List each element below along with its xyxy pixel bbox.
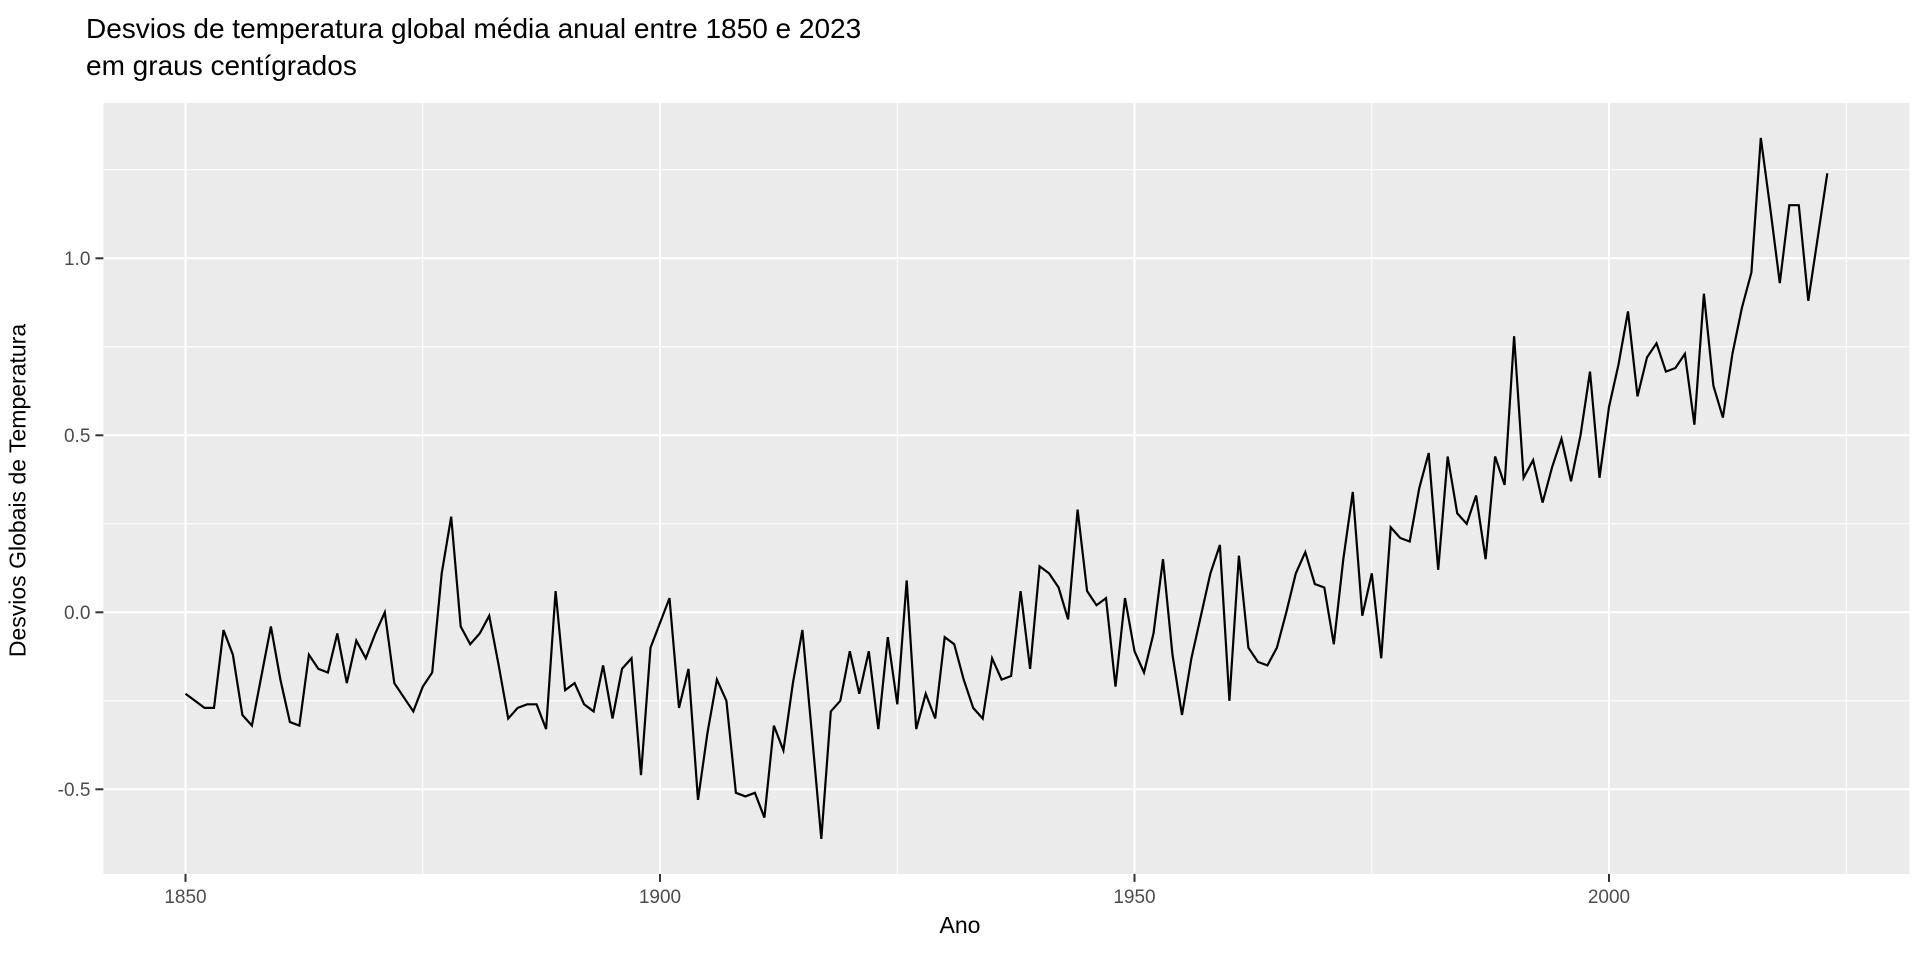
x-axis-title: Ano — [939, 912, 981, 938]
y-tick-label: -0.5 — [58, 780, 91, 801]
y-tick-label: 0.0 — [64, 603, 90, 624]
plot-title-line1: Desvios de temperatura global média anua… — [86, 13, 862, 44]
x-tick-label: 1850 — [164, 887, 206, 908]
x-tick-label: 1900 — [639, 887, 681, 908]
plot-title-line2: em graus centígrados — [86, 50, 357, 81]
plot-panel — [103, 102, 1910, 874]
y-axis-title: Desvios Globais de Temperatura — [4, 323, 31, 658]
y-tick-label: 0.5 — [64, 426, 90, 447]
y-tick-label: 1.0 — [64, 249, 90, 270]
data-line-series — [184, 137, 1829, 839]
x-tick-label: 1950 — [1113, 887, 1155, 908]
x-tick-label: 2000 — [1588, 887, 1630, 908]
plot-title: Desvios de temperatura global média anua… — [86, 10, 861, 84]
